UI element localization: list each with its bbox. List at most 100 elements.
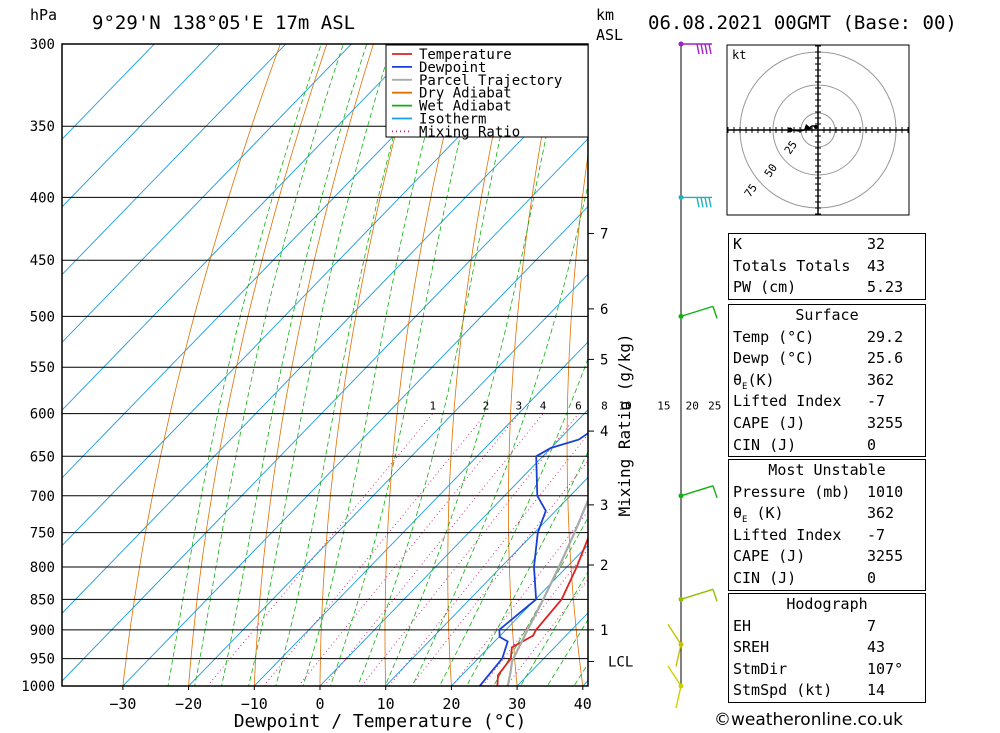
km-tick-label: 7 [600,226,608,242]
dry-adiabat-line [384,44,467,686]
legend-box [385,44,589,138]
isotherm-line [122,205,588,686]
temp-value: 29.2 [867,327,904,346]
most-unstable-table: Most Unstable Pressure (mb) 1010 θE (K) 36… [728,459,926,591]
tt-label: Totals Totals [733,256,851,275]
mixing-ratio-line [451,510,588,686]
pressure-tick-label: 900 [30,623,55,639]
x-axis-title: Dewpoint / Temperature (°C) [234,711,527,732]
pressure-tick-label: 1000 [21,679,55,695]
mu-theta-e-value: 362 [867,504,895,523]
mu-pressure-row: Pressure (mb) 1010 [729,482,925,504]
stmdir-row: StmDir 107° [729,659,925,681]
li-value: -7 [867,392,886,411]
dry-adiabat-line [447,44,514,686]
km-tick-label: 1 [600,623,608,639]
most-unstable-title: Most Unstable [768,461,886,479]
hodograph-point [814,125,818,129]
sreh-value: 43 [867,638,886,657]
wind-barb-flag [708,197,712,208]
wind-barb-shaft [667,665,682,687]
cape-label: CAPE (J) [733,413,806,432]
stmdir-label: StmDir [733,659,788,678]
isotherm-line [62,44,287,276]
li-row: Lifted Index -7 [729,391,925,413]
km-tick-label: LCL [608,654,633,670]
mu-cape-label: CAPE (J) [733,547,806,566]
pressure-tick-label: 450 [30,253,55,269]
pressure-axis-labels: 300 350 400 450 500 550 600 650 700 750 800 850 900 9… [21,37,55,695]
series-line-temperature [496,535,588,686]
asl-label: ASL [596,26,623,44]
pressure-tick-label: 400 [30,190,55,206]
wind-barb-shaft [675,644,682,667]
temperature-axis-labels: −30 −20 −10 0 10 20 30 40 [109,686,592,713]
mu-pressure-value: 1010 [867,482,904,501]
dewp-value: 25.6 [867,349,904,368]
wind-barb-flag [704,43,708,55]
surface-table: Surface Temp (°C) 29.2 Dewp (°C) 25.6 θE(K… [728,304,926,458]
km-tick-label: 3 [600,498,608,514]
mixing-ratio-line [323,413,544,686]
legend-label: Dewpoint [419,60,486,76]
mu-cape-value: 3255 [867,547,904,566]
wet-adiabat-line [520,571,588,686]
wind-barb-shaft [680,588,714,601]
k-label: K [733,235,743,253]
temp-row: Temp (°C) 29.2 [729,327,925,349]
wet-adiabat-line [275,44,420,686]
dry-adiabat-line [253,44,374,686]
mixing-ratio-label: 15 [657,400,670,413]
temp-label: Temp (°C) [733,327,815,346]
km-tick-label: 5 [600,352,608,368]
dry-adiabat-line [979,44,1000,712]
theta-e-row: θE(K) 362 [729,370,925,392]
mixing-ratio-label: 1 [429,400,436,413]
mixing-ratio-label: 6 [575,400,582,413]
mixing-ratio-label: 20 [686,400,699,413]
wind-barb-flag [712,485,718,499]
mu-pressure-label: Pressure (mb) [733,482,851,501]
mu-cin-value: 0 [867,568,877,587]
mixing-ratio-labels: 1 2 3 4 6 8 10 15 20 25 [429,400,721,413]
hodograph-ring-label: 50 [762,161,780,179]
legend-label: Dry Adiabat [419,86,512,102]
hodograph-point [787,127,793,133]
km-tick-label: 2 [600,558,608,574]
mu-theta-e-row: θE (K) 362 [729,503,925,525]
isotherm-line [319,409,588,686]
wet-adiabat-line [411,182,588,686]
pressure-tick-label: 950 [30,652,55,668]
wind-barb-flag [712,589,718,602]
mixing-ratio-axis-title: Mixing Ratio (g/kg) [615,333,634,516]
temperature-tick-label: 20 [442,695,460,713]
pressure-tick-label: 500 [30,309,55,325]
eh-value: 7 [867,616,877,635]
profile-lines [478,432,588,686]
mixing-ratio-line [298,413,520,686]
wind-barb-shaft [667,624,682,645]
pw-row: PW (cm) 5.23 [729,277,925,299]
series-line-parcel-trajectory [506,497,588,686]
k-row: K 32 [729,234,925,256]
mixing-ratio-label: 4 [540,400,547,413]
mixing-ratio-label: 8 [601,400,608,413]
pw-value: 5.23 [867,278,904,297]
mixing-ratio-line [361,413,579,686]
pressure-tick-label: 850 [30,592,55,608]
pressure-tick-label: 750 [30,526,55,542]
stmdir-value: 107° [867,659,904,678]
eh-row: EH 7 [729,616,925,638]
mixing-ratio-line [388,433,588,686]
sreh-row: SREH 43 [729,637,925,659]
legend-label: Wet Adiabat [419,99,512,115]
hodograph-table: Hodograph EH 7 SREH 43 StmDir 107° StmSpd (… [728,593,926,703]
k-value: 32 [867,235,886,253]
footer-credit: ©weatheronline.co.uk [714,710,904,730]
isotherm-line [253,341,588,686]
mu-cin-row: CIN (J) 0 [729,568,925,590]
isotherm-line [62,138,588,682]
wind-barb-shaft [680,485,714,497]
